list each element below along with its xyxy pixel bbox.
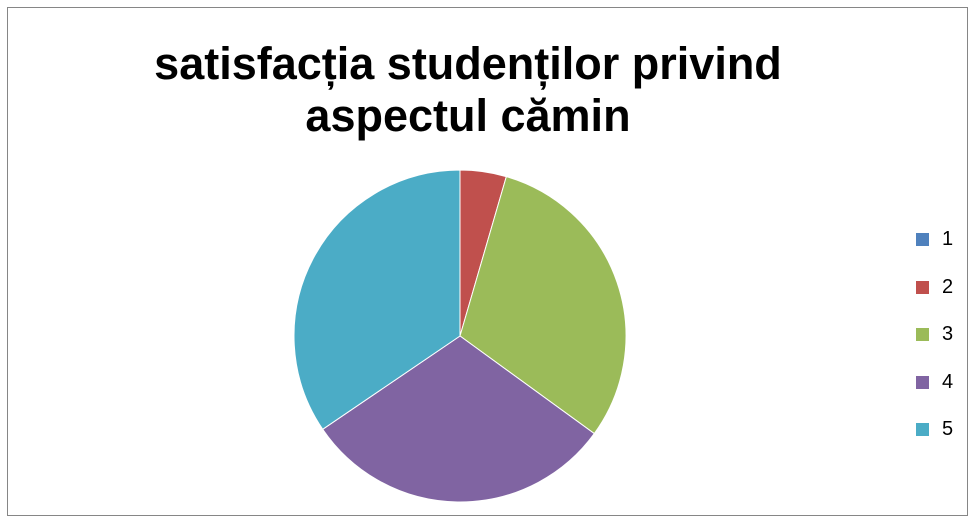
chart-title: satisfacția studenților privind aspectul… [8, 38, 928, 142]
legend-label-4: 4 [942, 370, 954, 393]
legend-label-5: 5 [942, 418, 954, 440]
chart-title-line-1: satisfacția studenților privind [154, 38, 782, 89]
legend-swatch-4 [916, 375, 929, 389]
legend-label-3: 3 [942, 323, 954, 345]
legend-swatch-3 [916, 328, 929, 341]
chart-title-line-2: aspectul cămin [305, 90, 631, 141]
legend-label-2: 2 [942, 275, 954, 298]
legend-swatch-5 [916, 423, 929, 436]
pie-slice-3 [459, 175, 627, 435]
legend-swatch-2 [916, 280, 929, 294]
pie-slice-5 [293, 169, 461, 431]
pie-slice-4 [322, 335, 595, 503]
legend-label-1: 1 [942, 228, 954, 250]
legend-swatch-1 [916, 233, 929, 246]
